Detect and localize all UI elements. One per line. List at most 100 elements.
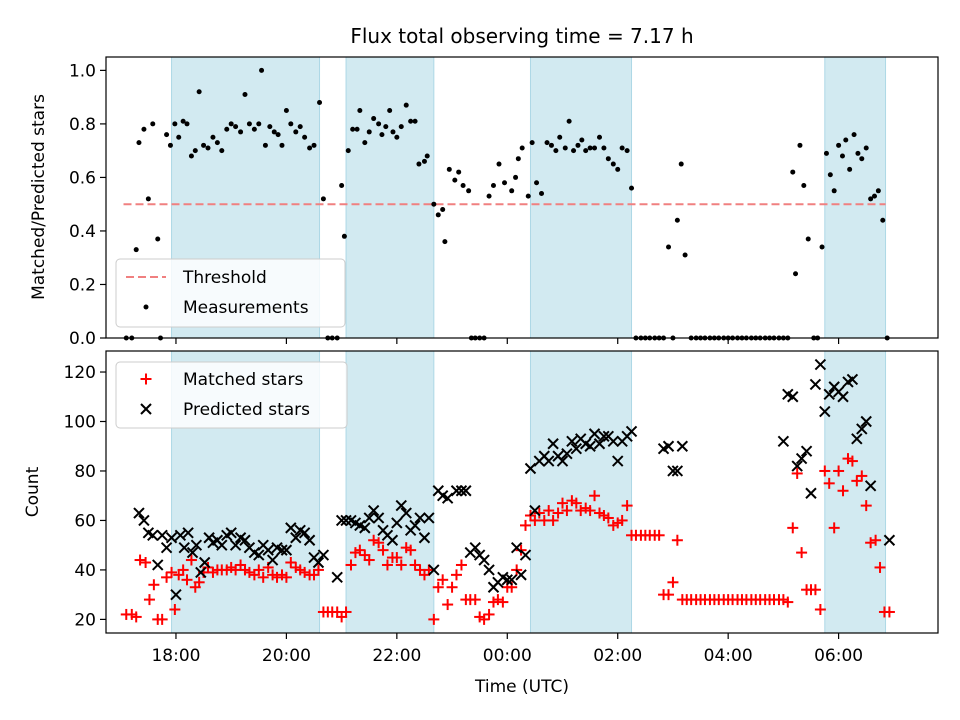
matched-star-point bbox=[271, 571, 283, 583]
matched-star-point bbox=[809, 584, 821, 596]
measurement-point bbox=[192, 148, 198, 154]
measurement-point bbox=[205, 145, 211, 151]
matched-star-point bbox=[819, 465, 831, 477]
bottom-y-axis-label: Count bbox=[23, 466, 43, 517]
measurement-point bbox=[133, 247, 139, 253]
matched-star-point bbox=[874, 561, 886, 573]
measurement-point bbox=[176, 134, 182, 140]
matched-star-point bbox=[428, 613, 440, 625]
predicted-star-point bbox=[662, 440, 675, 452]
matched-star-point bbox=[791, 467, 803, 479]
matched-star-point bbox=[782, 596, 794, 608]
matched-star-point bbox=[653, 529, 665, 541]
measurement-point bbox=[201, 142, 207, 148]
measurement-point bbox=[496, 161, 502, 167]
predicted-star-point bbox=[529, 504, 541, 517]
measurement-point bbox=[371, 116, 377, 122]
predicted-star-point bbox=[483, 564, 495, 576]
predicted-star-point bbox=[612, 455, 624, 467]
predicted-star-point bbox=[542, 455, 555, 467]
predicted-star-point bbox=[340, 514, 352, 527]
measurement-point bbox=[262, 142, 268, 148]
measurement-point bbox=[460, 182, 466, 188]
measurement-point bbox=[416, 161, 422, 167]
measurement-point bbox=[398, 124, 404, 130]
y-tick-label: 100 bbox=[64, 413, 96, 433]
predicted-star-point bbox=[819, 405, 831, 418]
matched-star-point bbox=[837, 485, 849, 497]
measurement-point bbox=[275, 132, 281, 138]
matched-star-point bbox=[860, 500, 872, 512]
predicted-star-point bbox=[147, 529, 159, 541]
predicted-star-point bbox=[395, 499, 407, 512]
predicted-star-point bbox=[846, 373, 859, 386]
predicted-star-point bbox=[303, 534, 316, 546]
x-tick-label: 06:00 bbox=[814, 646, 863, 666]
measurement-point bbox=[357, 108, 363, 114]
shaded-band bbox=[824, 350, 887, 634]
matched-star-point bbox=[130, 611, 142, 623]
matched-star-point bbox=[856, 470, 868, 482]
predicted-star-point bbox=[460, 485, 472, 497]
measurement-point bbox=[615, 166, 621, 172]
predicted-star-point bbox=[588, 428, 601, 440]
predicted-star-point bbox=[280, 544, 293, 556]
matched-star-point bbox=[280, 571, 292, 583]
matched-star-point bbox=[409, 559, 421, 571]
predicted-star-point bbox=[170, 588, 182, 601]
measurement-point bbox=[571, 148, 577, 154]
measurement-point bbox=[466, 188, 472, 194]
measurement-point bbox=[490, 182, 496, 188]
measurement-point bbox=[214, 140, 220, 146]
matched-star-point bbox=[253, 564, 265, 576]
predicted-star-point bbox=[276, 544, 288, 556]
predicted-star-point bbox=[312, 556, 325, 569]
measurement-point bbox=[529, 140, 535, 146]
predicted-star-point bbox=[372, 512, 385, 524]
measurement-point bbox=[387, 108, 393, 114]
matched-star-point bbox=[368, 534, 380, 546]
predicted-star-point bbox=[331, 571, 343, 584]
measurement-point bbox=[836, 142, 842, 148]
matched-star-point bbox=[202, 561, 214, 573]
x-tick-label: 18:00 bbox=[151, 646, 200, 666]
predicted-star-point bbox=[787, 391, 799, 403]
predicted-star-point bbox=[505, 574, 518, 586]
matched-star-point bbox=[446, 581, 458, 593]
measurement-point bbox=[863, 145, 869, 151]
predicted-star-point bbox=[556, 455, 569, 467]
measurement-point bbox=[424, 153, 430, 159]
measurement-point bbox=[859, 156, 865, 162]
matched-star-point bbox=[520, 519, 532, 531]
legend-threshold-label: Threshold bbox=[182, 268, 267, 288]
predicted-star-point bbox=[795, 452, 808, 465]
predicted-star-point bbox=[174, 529, 187, 541]
measurement-point bbox=[150, 121, 156, 127]
predicted-star-point bbox=[266, 554, 279, 566]
measurement-point bbox=[823, 150, 829, 156]
legend-plus-marker bbox=[140, 373, 152, 385]
matched-star-point bbox=[543, 505, 555, 517]
matched-star-point bbox=[833, 465, 845, 477]
shaded-band bbox=[345, 350, 435, 634]
predicted-star-point bbox=[814, 358, 827, 371]
x-tick-label: 04:00 bbox=[704, 646, 753, 666]
predicted-star-point bbox=[501, 574, 513, 586]
measurement-point bbox=[513, 174, 519, 180]
predicted-star-point bbox=[186, 546, 199, 559]
matched-star-point bbox=[552, 507, 564, 519]
predicted-star-point bbox=[864, 480, 877, 492]
measurement-point bbox=[238, 129, 244, 135]
matched-star-point bbox=[621, 500, 633, 512]
measurement-point bbox=[452, 177, 458, 183]
y-tick-label: 1.0 bbox=[69, 61, 96, 81]
matched-star-point bbox=[851, 475, 863, 487]
predicted-star-point bbox=[418, 532, 431, 544]
matched-star-point bbox=[377, 544, 389, 556]
predicted-star-point bbox=[239, 534, 251, 546]
measurement-point bbox=[855, 150, 861, 156]
matched-star-point bbox=[883, 606, 895, 618]
predicted-star-point bbox=[409, 519, 421, 532]
matched-star-point bbox=[455, 559, 467, 571]
